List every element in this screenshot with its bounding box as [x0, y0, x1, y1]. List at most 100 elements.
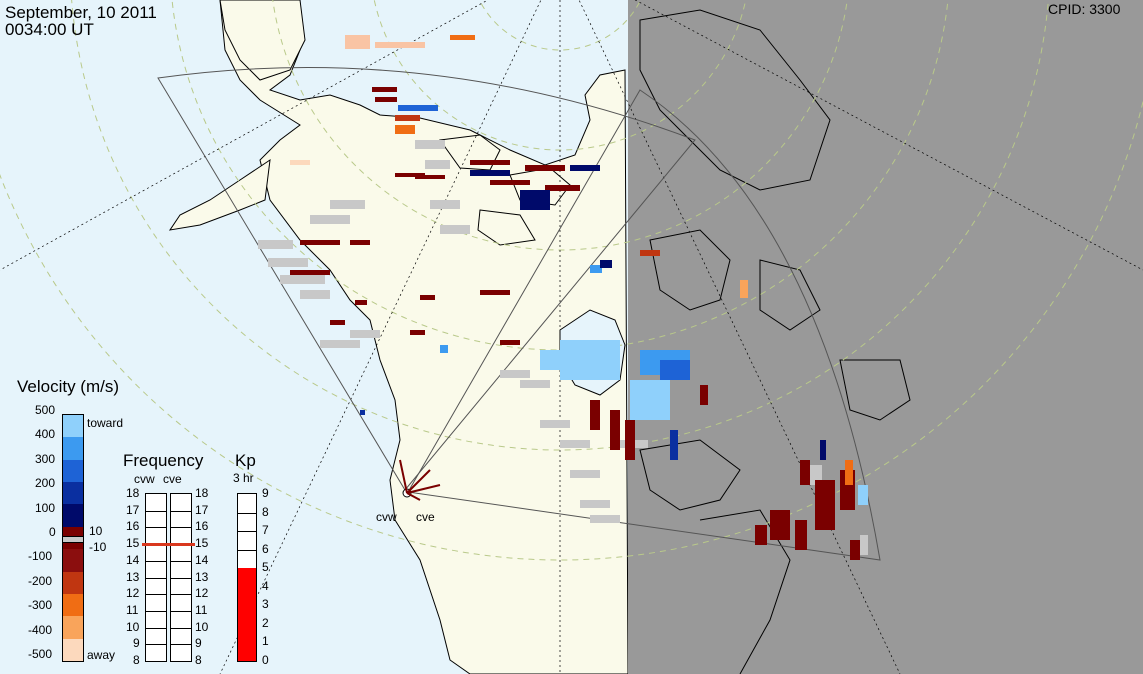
frequency-tick-label-cvw: 12: [126, 586, 140, 601]
frequency-tick-label-cve: 11: [195, 602, 208, 617]
velocity-tick-label: -200: [28, 573, 53, 588]
frequency-gridline: [171, 594, 191, 596]
frequency-tick-label-cve: 17: [195, 502, 209, 517]
alaska-coast: [168, 158, 271, 231]
frequency-gridline: [146, 560, 166, 562]
frequency-tick-label-cve: 16: [195, 519, 209, 534]
frequency-tick-label-cvw: 17: [126, 502, 140, 517]
kp-gridline: [238, 531, 256, 533]
frequency-gridline: [146, 577, 166, 579]
kp-tick-label: 4: [262, 578, 269, 593]
kp-subtitle: 3 hr: [233, 471, 254, 485]
frequency-gridline: [146, 644, 166, 646]
kp-tick-label: 2: [262, 615, 269, 630]
ground-scatter-band: [63, 536, 83, 543]
frequency-tick-label-cve: 8: [195, 653, 202, 667]
frequency-tick-label-cve: 12: [195, 586, 209, 601]
velocity-away-label: away: [87, 648, 116, 662]
frequency-gridline: [146, 627, 166, 629]
kp-tick-label: 1: [262, 634, 269, 649]
velocity-tick-label: -400: [28, 622, 53, 637]
velocity-scale-title: Velocity (m/s): [17, 377, 120, 396]
frequency-tick-label-cvw: 8: [133, 653, 140, 667]
frequency-tick-label-cve: 9: [195, 636, 202, 651]
frequency-gridline: [171, 644, 191, 646]
kp-bar: [237, 493, 257, 662]
kp-tick-label: 5: [262, 560, 269, 575]
kp-tick-label: 6: [262, 541, 269, 556]
frequency-tick-label-cvw: 16: [126, 519, 140, 534]
velocity-toward: [360, 105, 868, 505]
velocity-away-light: [290, 35, 853, 485]
velocity-tick-label: -100: [28, 549, 53, 564]
velocity-color-segment: [63, 571, 83, 594]
velocity-tick-label: -500: [28, 647, 53, 661]
frequency-tick-label-cve: 10: [195, 619, 209, 634]
kp-tick-label: 7: [262, 523, 269, 538]
velocity-color-segment: [63, 504, 83, 527]
night-coastlines: [639, 9, 911, 674]
radar-site-marker: [399, 459, 441, 501]
frequency-bar-cvw: [142, 493, 170, 662]
velocity-tick-label: 500: [35, 403, 56, 417]
velocity-color-segment: [63, 593, 83, 617]
velocity-color-segment: [63, 549, 83, 572]
ground-scatter-upper-label: 10: [89, 524, 103, 538]
frequency-marker: [142, 543, 170, 547]
cpid-label: CPID: 3300: [1048, 1, 1121, 17]
velocity-tick-label: 100: [35, 500, 56, 515]
greenland: [219, 0, 306, 81]
night-shading: [628, 0, 1143, 674]
frequency-gridline: [146, 594, 166, 596]
velocity-color-segment: [63, 415, 83, 438]
frequency-tick-label-cve: 13: [195, 569, 209, 584]
velocity-tick-label: 0: [49, 525, 56, 539]
frequency-gridline: [146, 527, 166, 529]
velocity-away: [290, 87, 860, 560]
velocity-tick-label: 300: [35, 451, 56, 466]
velocity-color-segment: [63, 638, 83, 661]
velocity-tick-label: -300: [28, 598, 53, 613]
kp-tick-label: 9: [262, 486, 269, 500]
frequency-radar-cvw: cvw: [134, 472, 155, 486]
frequency-tick-label-cvw: 9: [133, 636, 140, 651]
velocity-color-segment: [63, 616, 83, 639]
frequency-gridline: [171, 610, 191, 612]
velocity-color-scale: [62, 414, 84, 662]
kp-tick-label: 3: [262, 597, 269, 612]
velocity-toward-label: toward: [87, 416, 124, 430]
frequency-tick-label-cvw: 18: [126, 486, 140, 500]
radar-west-label: cvw: [376, 510, 397, 524]
kp-gridline: [238, 549, 256, 551]
frequency-bar-cve: [167, 493, 195, 662]
frequency-gridline: [171, 527, 191, 529]
frequency-tick-label-cvw: 14: [126, 552, 140, 567]
frequency-gridline: [171, 577, 191, 579]
ground-scatter-lower-label: -10: [89, 540, 107, 554]
frequency-tick-label-cvw: 11: [126, 602, 139, 617]
radar-east-label: cve: [416, 510, 435, 524]
kp-gridline: [238, 512, 256, 514]
frequency-marker: [167, 543, 195, 547]
frequency-tick-label-cvw: 15: [126, 536, 140, 551]
kp-tick-label: 8: [262, 504, 269, 519]
frequency-tick-label-cve: 15: [195, 536, 209, 551]
time-label: 0034:00 UT: [5, 20, 94, 39]
velocity-tick-label: 400: [35, 427, 56, 442]
frequency-tick-label-cvw: 13: [126, 569, 140, 584]
frequency-title: Frequency: [123, 451, 204, 470]
frequency-gridline: [146, 610, 166, 612]
frequency-gridline: [171, 510, 191, 512]
velocity-color-segment: [63, 437, 83, 460]
frequency-tick-label-cve: 18: [195, 486, 209, 500]
kp-fill: [238, 568, 256, 661]
frequency-gridline: [146, 510, 166, 512]
frequency-radar-cve: cve: [163, 472, 182, 486]
kp-tick-label: 0: [262, 653, 269, 667]
ground-scatter: [258, 140, 868, 555]
velocity-tick-label: 200: [35, 476, 56, 491]
frequency-gridline: [171, 560, 191, 562]
date-label: September, 10 2011: [5, 3, 157, 22]
frequency-tick-label-cvw: 10: [126, 619, 140, 634]
